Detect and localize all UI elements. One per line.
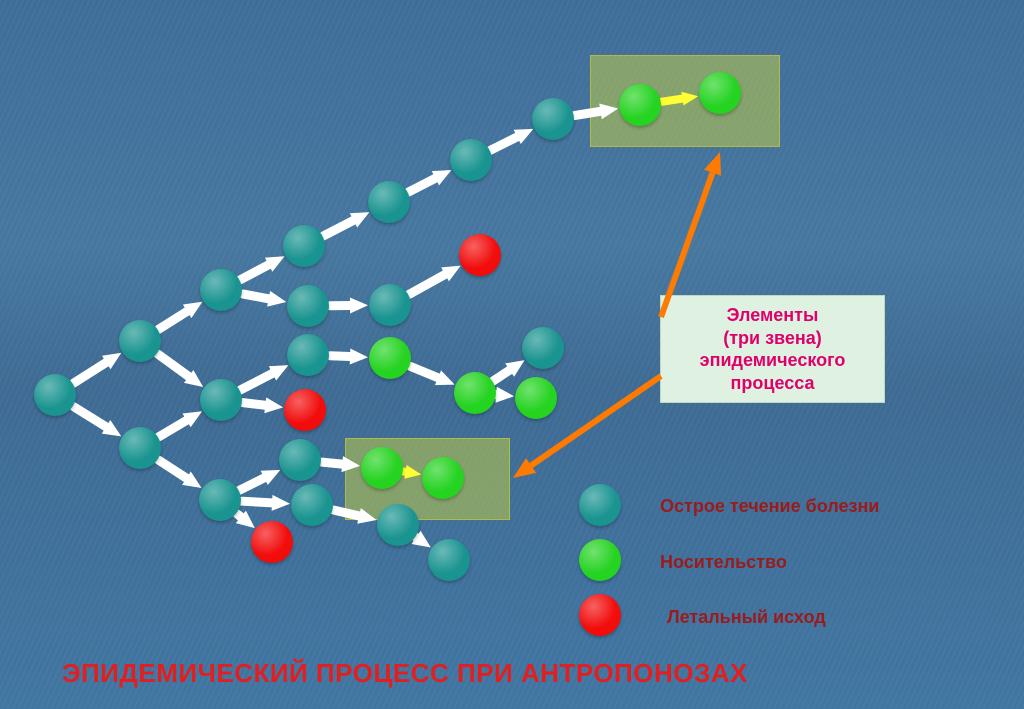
- node-green: [361, 447, 403, 489]
- node-teal: [377, 504, 419, 546]
- legend-label: Носительство: [660, 552, 880, 574]
- callout-line: процесса: [671, 372, 874, 395]
- node-teal: [450, 139, 492, 181]
- callout-line: (три звена): [671, 327, 874, 350]
- node-teal: [119, 427, 161, 469]
- legend-swatch-red: [579, 594, 621, 636]
- node-green: [515, 377, 557, 419]
- node-teal: [368, 181, 410, 223]
- node-teal: [199, 479, 241, 521]
- legend-label: Летальный исход: [667, 607, 887, 629]
- legend-label: Острое течение болезни: [660, 496, 880, 518]
- node-green: [369, 337, 411, 379]
- node-teal: [34, 374, 76, 416]
- node-green: [454, 372, 496, 414]
- diagram-stage: Элементы(три звена)эпидемическогопроцесс…: [0, 0, 1024, 709]
- node-teal: [291, 484, 333, 526]
- node-teal: [532, 98, 574, 140]
- callout-box: Элементы(три звена)эпидемическогопроцесс…: [660, 295, 885, 403]
- node-teal: [200, 379, 242, 421]
- node-green: [422, 457, 464, 499]
- legend-swatch-teal: [579, 484, 621, 526]
- node-green: [699, 72, 741, 114]
- callout-line: эпидемического: [671, 349, 874, 372]
- legend-swatch-green: [579, 539, 621, 581]
- node-red: [284, 389, 326, 431]
- node-green: [619, 84, 661, 126]
- node-teal: [428, 539, 470, 581]
- node-teal: [287, 334, 329, 376]
- node-teal: [283, 225, 325, 267]
- callout-line: Элементы: [671, 304, 874, 327]
- node-teal: [369, 284, 411, 326]
- node-red: [251, 521, 293, 563]
- node-teal: [522, 327, 564, 369]
- node-red: [459, 234, 501, 276]
- node-teal: [279, 439, 321, 481]
- node-teal: [200, 269, 242, 311]
- node-teal: [119, 320, 161, 362]
- page-title: ЭПИДЕМИЧЕСКИЙ ПРОЦЕСС ПРИ АНТРОПОНОЗАХ: [62, 658, 748, 689]
- node-teal: [287, 285, 329, 327]
